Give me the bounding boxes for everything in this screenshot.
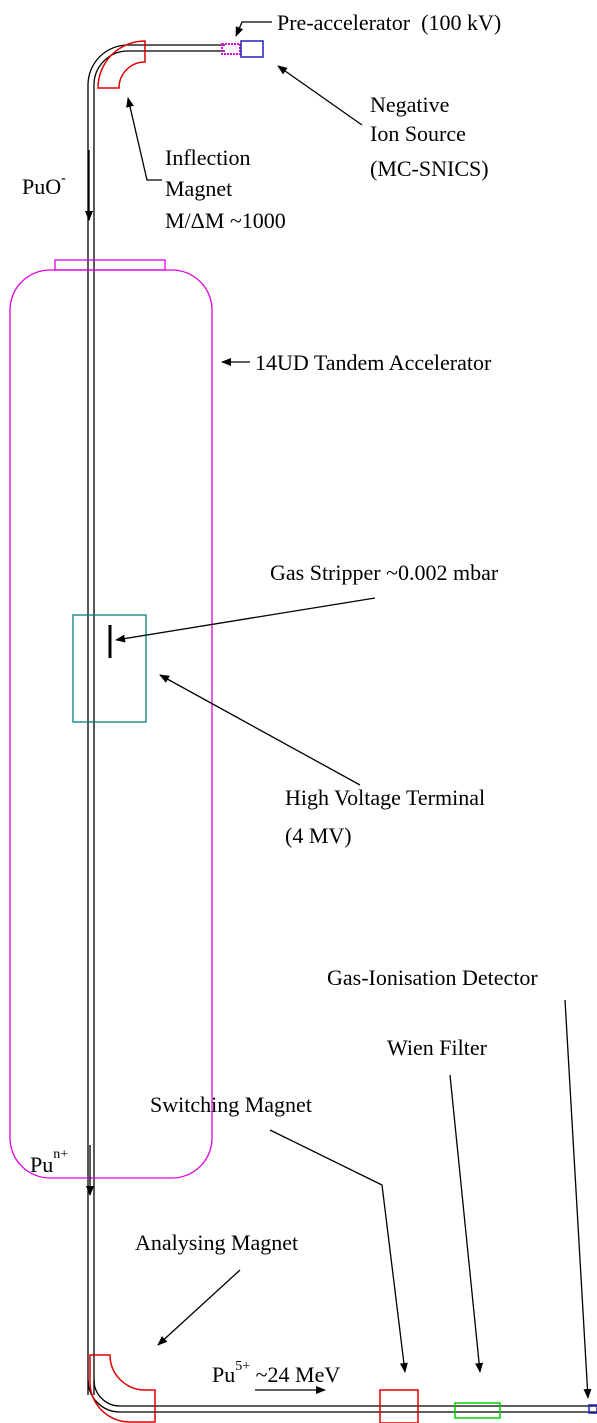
tandem-tank <box>9 269 213 1179</box>
label: M/ΔM ~1000 <box>165 208 286 233</box>
pre-accelerator-shape <box>221 43 241 55</box>
label: PuO <box>22 174 61 199</box>
detector-shape <box>588 1404 597 1414</box>
ion-source-shape <box>240 40 264 58</box>
label: Switching Magnet <box>150 1092 312 1117</box>
label: Pu <box>212 1362 235 1387</box>
label: ~24 MeV <box>250 1362 340 1387</box>
label: Gas Stripper ~0.002 mbar <box>270 560 499 585</box>
switching-magnet-shape <box>379 1389 419 1423</box>
label: (MC-SNICS) <box>370 156 489 181</box>
label: Pu5+ ~24 MeV <box>212 1359 340 1387</box>
wien-filter-shape <box>454 1402 501 1419</box>
label: Magnet <box>165 176 232 201</box>
analysing-magnet-shape <box>89 1354 156 1423</box>
terminal-shape <box>72 614 147 723</box>
inflection-magnet-shape <box>97 40 146 89</box>
label: Analysing Magnet <box>135 1230 298 1255</box>
label: Wien Filter <box>387 1035 488 1060</box>
label: Inflection <box>165 145 251 170</box>
label: Pre-accelerator (100 kV) <box>277 10 501 35</box>
label: High Voltage Terminal <box>285 785 485 810</box>
tank-top <box>54 259 166 271</box>
beam-line <box>87 44 597 1413</box>
label-sup: n+ <box>53 1147 68 1162</box>
label-sup: - <box>61 171 66 186</box>
arrows <box>85 21 592 1399</box>
label: 14UD Tandem Accelerator <box>255 350 492 375</box>
label: Pun+ <box>30 1147 68 1177</box>
label: Gas-Ionisation Detector <box>327 965 538 990</box>
label: Pu <box>30 1152 53 1177</box>
label: (4 MV) <box>285 823 352 848</box>
label: Ion Source <box>370 121 466 146</box>
label-sup: 5+ <box>235 1359 250 1374</box>
label: Negative <box>370 92 449 117</box>
label: PuO- <box>22 171 66 199</box>
